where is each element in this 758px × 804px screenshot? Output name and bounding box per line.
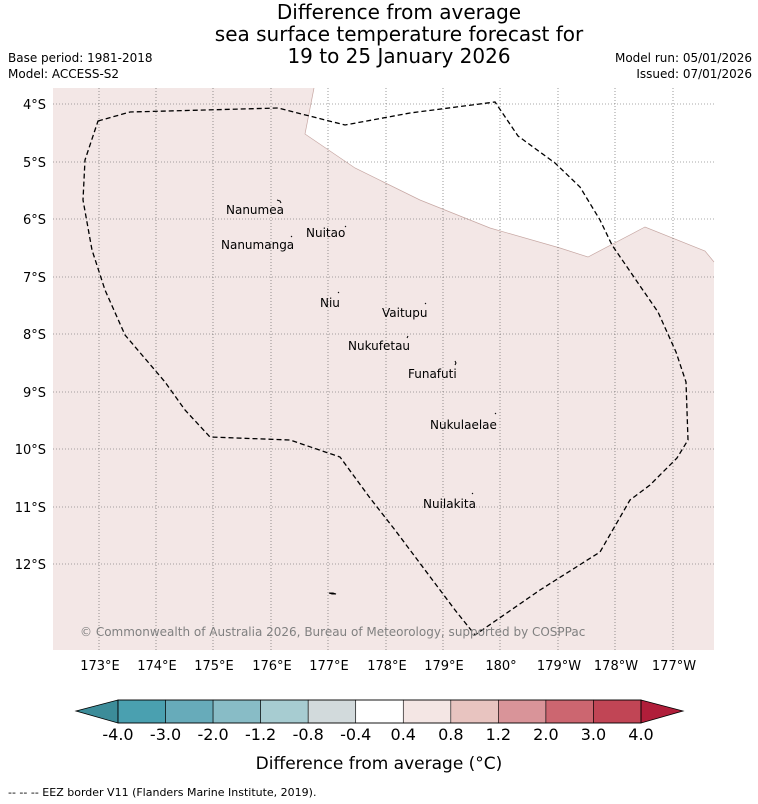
lon-label-177w: 177°W — [652, 659, 696, 674]
lat-label-4s: 4°S — [23, 98, 46, 113]
island-marker-vaitupu — [424, 302, 427, 305]
lon-label-179w: 179°W — [537, 659, 581, 674]
island-marker-niu — [337, 291, 340, 294]
colorbar-swatch — [355, 699, 404, 724]
lon-label-174e: 174°E — [137, 659, 177, 674]
island-label-vaitupu: Vaitupu — [382, 306, 428, 320]
colorbar-under-arrow — [74, 699, 119, 724]
lon-label-175e: 175°E — [194, 659, 234, 674]
colorbar-swatch — [212, 699, 261, 724]
eez-legend-text: -- -- -- EEZ border V11 (Flanders Marine… — [8, 786, 317, 799]
colorbar-swatch — [402, 699, 452, 724]
island-label-niu: Niu — [320, 296, 340, 310]
colorbar-outline — [117, 699, 642, 724]
colorbar-tick-label: 2.0 — [533, 725, 558, 744]
lat-label-7s: 7°S — [23, 271, 46, 286]
issued-text: Issued: 07/01/2026 — [636, 67, 752, 81]
lon-label-173e: 173°E — [80, 659, 120, 674]
lon-label-178w: 178°W — [594, 659, 638, 674]
lon-label-179e: 179°E — [424, 659, 464, 674]
island-markers — [276, 199, 497, 595]
colorbar-tick-label: -0.8 — [293, 725, 324, 744]
map-panel: Nanumea Nuitao Nanumanga Niu Vaitupu Nuk… — [15, 87, 715, 674]
colorbar-swatch — [545, 699, 594, 724]
title-line-1: Difference from average — [276, 0, 522, 24]
eez-border — [82, 101, 689, 636]
anomaly-boundary-line — [304, 87, 715, 263]
colorbar: -4.0 -3.0 -2.0 -1.2 -0.8 -0.4 0.4 0.8 1.… — [74, 699, 685, 774]
colorbar-title: Difference from average (°C) — [256, 754, 503, 774]
title-line-3: 19 to 25 January 2026 — [287, 44, 511, 68]
island-marker-nuitao — [344, 225, 347, 228]
colorbar-tick-label: -3.0 — [150, 725, 181, 744]
island-label-nanumea: Nanumea — [226, 203, 284, 217]
lon-label-176e: 176°E — [252, 659, 292, 674]
colorbar-over-arrow — [640, 699, 685, 724]
model-run-text: Model run: 05/01/2026 — [614, 51, 752, 65]
reef-marker — [328, 592, 337, 595]
island-marker-nanumanga — [290, 235, 293, 238]
island-label-nanumanga: Nanumanga — [221, 238, 294, 252]
colorbar-swatch — [593, 699, 642, 724]
lat-label-6s: 6°S — [23, 213, 46, 228]
latitude-gridlines — [53, 103, 714, 565]
colorbar-tick-label: 0.4 — [391, 725, 416, 744]
title-line-2: sea surface temperature forecast for — [214, 22, 584, 46]
colorbar-swatch — [498, 699, 547, 724]
island-label-nukufetau: Nukufetau — [348, 339, 410, 353]
colorbar-swatch — [307, 699, 357, 724]
colorbar-tick-label: -0.4 — [340, 725, 371, 744]
colorbar-swatch — [260, 699, 309, 724]
colorbar-tick-label: 1.2 — [486, 725, 511, 744]
island-marker-nanumea — [276, 199, 282, 204]
colorbar-swatches — [117, 699, 642, 724]
island-marker-funafuti — [454, 360, 457, 366]
colorbar-tick-label: 0.8 — [438, 725, 463, 744]
base-period-text: Base period: 1981-2018 — [8, 51, 153, 65]
island-marker-nuilakita — [471, 492, 474, 495]
lon-label-177e: 177°E — [309, 659, 349, 674]
colorbar-swatch — [165, 699, 214, 724]
island-label-nuilakita: Nuilakita — [423, 497, 476, 511]
colorbar-tick-label: -4.0 — [102, 725, 133, 744]
lat-label-10s: 10°S — [15, 443, 46, 458]
lat-label-5s: 5°S — [23, 156, 46, 171]
copyright-text: © Commonwealth of Australia 2026, Bureau… — [80, 625, 585, 639]
colorbar-swatch — [117, 699, 166, 724]
colorbar-swatch — [450, 699, 499, 724]
island-marker-nukulaelae — [494, 412, 497, 415]
longitude-gridlines — [98, 88, 674, 650]
anomaly-fill-region — [53, 88, 714, 650]
colorbar-ticks: -4.0 -3.0 -2.0 -1.2 -0.8 -0.4 0.4 0.8 1.… — [102, 725, 653, 744]
model-text: Model: ACCESS-S2 — [8, 67, 120, 81]
colorbar-tick-label: -1.2 — [245, 725, 276, 744]
island-marker-nukufetau — [406, 335, 409, 339]
lon-label-180: 180° — [485, 659, 516, 674]
colorbar-tick-label: -2.0 — [197, 725, 228, 744]
lat-label-8s: 8°S — [23, 328, 46, 343]
lat-label-12s: 12°S — [15, 558, 46, 573]
lat-label-9s: 9°S — [23, 386, 46, 401]
colorbar-tick-label: 3.0 — [581, 725, 606, 744]
lon-label-178e: 178°E — [367, 659, 407, 674]
island-label-nukulaelae: Nukulaelae — [430, 418, 497, 432]
colorbar-tick-label: 4.0 — [628, 725, 653, 744]
lat-label-11s: 11°S — [15, 501, 46, 516]
island-label-funafuti: Funafuti — [408, 367, 457, 381]
island-label-nuitao: Nuitao — [306, 226, 345, 240]
